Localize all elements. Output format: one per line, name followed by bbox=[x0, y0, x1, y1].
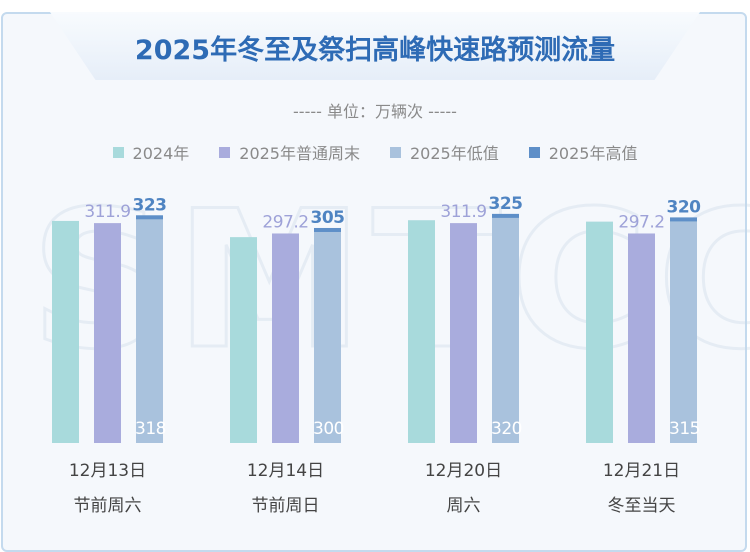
legend-label: 2024年 bbox=[132, 144, 190, 163]
bar-2025-low bbox=[136, 218, 163, 443]
legend-label: 2025年低值 bbox=[410, 144, 499, 163]
bar-2025-normal bbox=[272, 233, 299, 443]
bar-2025-low bbox=[314, 231, 341, 443]
bar-2025-high bbox=[670, 217, 697, 222]
legend-swatch bbox=[112, 146, 124, 158]
x-label-day: 节前周六 bbox=[73, 496, 142, 516]
x-label-date: 12月13日 bbox=[68, 461, 147, 481]
chart-card bbox=[1, 12, 747, 552]
legend-swatch bbox=[219, 146, 231, 158]
bar-2025-low bbox=[492, 217, 519, 443]
bar-2025-high bbox=[136, 215, 163, 220]
legend-item: 2025年高值 bbox=[528, 140, 638, 164]
label-2025-normal: 297.2 bbox=[618, 212, 664, 232]
legend-item: 2025年普通周末 bbox=[219, 140, 360, 164]
bar-2025-normal bbox=[450, 223, 477, 443]
x-label-date: 12月20日 bbox=[424, 461, 503, 481]
label-2025-high: 323 bbox=[133, 195, 167, 215]
label-2025-low: 300 bbox=[313, 419, 344, 439]
label-2025-normal: 297.2 bbox=[262, 212, 308, 232]
bar-2025-high bbox=[492, 213, 519, 218]
bar-2024 bbox=[586, 221, 613, 443]
label-2025-high: 305 bbox=[311, 208, 345, 228]
legend-swatch bbox=[528, 146, 540, 158]
bar-2025-normal bbox=[94, 223, 121, 443]
bar-2025-high bbox=[314, 227, 341, 232]
legend: 2024年 2025年普通周末 2025年低值 2025年高值 bbox=[0, 140, 750, 164]
bar-2025-low bbox=[670, 220, 697, 443]
bar-2024 bbox=[52, 220, 79, 443]
label-2025-low: 315 bbox=[669, 419, 700, 439]
x-label-day: 冬至当天 bbox=[607, 496, 676, 516]
label-2025-normal: 311.9 bbox=[440, 202, 486, 222]
legend-item: 2025年低值 bbox=[390, 140, 499, 164]
label-2025-high: 325 bbox=[489, 194, 523, 214]
legend-item: 2024年 bbox=[112, 140, 190, 164]
label-2025-normal: 311.9 bbox=[84, 202, 130, 222]
x-label-day: 周六 bbox=[446, 496, 481, 516]
bar-2025-normal bbox=[628, 233, 655, 443]
label-2025-low: 318 bbox=[135, 419, 166, 439]
unit-label: ----- 单位：万辆次 ----- bbox=[293, 102, 457, 121]
x-label-date: 12月21日 bbox=[602, 461, 681, 481]
x-label-day: 节前周日 bbox=[251, 496, 320, 516]
legend-swatch bbox=[390, 146, 401, 158]
x-label-date: 12月14日 bbox=[246, 461, 325, 481]
label-2025-high: 320 bbox=[667, 197, 702, 217]
title-banner bbox=[50, 12, 700, 80]
label-2025-low: 320 bbox=[491, 419, 522, 439]
bar-2024 bbox=[408, 220, 435, 443]
legend-label: 2025年普通周末 bbox=[239, 144, 360, 163]
legend-label: 2025年高值 bbox=[548, 144, 638, 163]
bar-2024 bbox=[230, 237, 257, 443]
chart-title: 2025年冬至及祭扫高峰快速路预测流量 bbox=[134, 35, 616, 66]
